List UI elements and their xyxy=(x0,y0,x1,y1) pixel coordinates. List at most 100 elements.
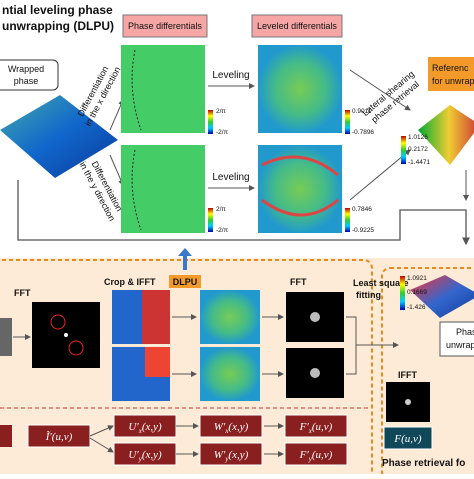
colorbar-label: 2/π xyxy=(216,206,226,213)
formula-part: W′ xyxy=(214,449,226,461)
formula-part: F xyxy=(393,433,401,445)
label: Least square xyxy=(353,278,409,288)
marker xyxy=(50,314,66,330)
texture xyxy=(261,155,339,217)
arrow xyxy=(109,99,124,131)
image xyxy=(0,318,12,356)
dot xyxy=(405,399,411,405)
phase-diff-x xyxy=(121,45,205,133)
ifft-image xyxy=(145,347,170,377)
header-box xyxy=(251,14,343,38)
header-box xyxy=(122,14,208,38)
colorbar-label: -1.426 xyxy=(407,304,426,311)
dlpu-image xyxy=(200,347,260,401)
arrow xyxy=(349,149,411,201)
dot xyxy=(64,333,68,337)
formula-part: (x,y) xyxy=(142,449,162,461)
label: for unwrap xyxy=(432,76,474,86)
label-box xyxy=(439,321,474,357)
formula-part: x xyxy=(224,427,229,435)
colorbar-label: -0.9225 xyxy=(352,227,374,234)
formula-part: (u,v) xyxy=(312,449,333,461)
dashed-border xyxy=(381,267,474,479)
label: Crop & IFFT xyxy=(104,277,156,287)
formula-box xyxy=(383,426,433,450)
formula: F′x(u,v) xyxy=(299,421,333,435)
title: ntial leveling phase xyxy=(2,3,113,17)
formula-part: y xyxy=(224,455,229,463)
arrow xyxy=(349,69,411,111)
formula: W′x(x,y) xyxy=(214,421,249,435)
header: Leveled differentials xyxy=(257,21,337,31)
colorbar-label: -2/π xyxy=(216,227,229,234)
formula-part: (x,y) xyxy=(228,421,248,433)
formula-part: W′ xyxy=(214,421,226,433)
colorbar-label: 0.7846 xyxy=(352,206,372,213)
formula: U′x(x,y) xyxy=(128,421,162,435)
dot xyxy=(310,312,320,322)
label: fitting xyxy=(356,290,381,300)
label: Leveling xyxy=(212,70,249,81)
leveled-x xyxy=(258,45,342,133)
formula-box xyxy=(0,425,12,447)
arrow xyxy=(89,437,114,453)
label: FFT xyxy=(290,277,307,287)
formula: W′y(x,y) xyxy=(214,449,249,463)
colorbar xyxy=(345,208,350,232)
header: Phase differentials xyxy=(128,21,202,31)
title: unwrapping (DLPU) xyxy=(2,19,114,33)
dlpu-image xyxy=(200,290,260,344)
dot xyxy=(310,368,320,378)
colorbar xyxy=(400,276,405,310)
label: DLPU xyxy=(173,277,198,287)
colorbar xyxy=(208,110,213,134)
reference-box xyxy=(428,57,474,91)
colorbar-label: 2/π xyxy=(216,108,226,115)
colorbar-label: -0.7896 xyxy=(352,129,374,136)
reference-image xyxy=(418,105,474,165)
colorbar-label: -1.4471 xyxy=(408,159,430,166)
texture xyxy=(131,49,142,131)
label: IFFT xyxy=(398,370,417,380)
arrow xyxy=(17,180,470,246)
formula-part: (u,v) xyxy=(312,421,333,433)
formula-part: F′ xyxy=(299,421,310,433)
ifft-image xyxy=(112,290,142,344)
formula: F′y(u,v) xyxy=(299,449,333,463)
colorbar-label: 0.2172 xyxy=(408,146,428,153)
label: Phase retrieval fo xyxy=(382,458,465,469)
colorbar-label: 1.0126 xyxy=(408,134,428,141)
colorbar xyxy=(208,208,213,232)
formula-part: U′ xyxy=(128,449,139,461)
formula-row: Ĩ′(u,v)U′x(x,y)U′y(x,y)W′x(x,y)W′y(x,y)F… xyxy=(0,414,433,466)
arrow xyxy=(109,154,124,186)
formula-box xyxy=(199,414,263,438)
colorbar xyxy=(401,136,406,164)
colorbar-label: 0.9011 xyxy=(352,108,372,115)
formula: U′y(x,y) xyxy=(128,449,162,463)
dashed-border xyxy=(0,259,373,479)
formula: F(u,v) xyxy=(393,433,422,445)
label: FFT xyxy=(14,288,31,298)
formula-part: (u,v) xyxy=(52,431,73,443)
label: unwrap xyxy=(446,340,474,350)
marker xyxy=(68,340,84,356)
formula-part: x xyxy=(138,427,143,435)
colorbar-label: -2/π xyxy=(216,129,229,136)
formula: Ĩ′(u,v) xyxy=(45,431,73,443)
formula-part: (x,y) xyxy=(142,421,162,433)
label: Leveling xyxy=(212,172,249,183)
formula-part: (x,y) xyxy=(228,449,248,461)
label-box xyxy=(0,59,59,91)
formula-part: (u,v) xyxy=(401,433,422,445)
texture xyxy=(131,149,142,231)
colorbar-label: 0.1669 xyxy=(407,289,427,296)
formula-part: y xyxy=(308,455,313,463)
colorbar xyxy=(345,110,350,134)
label: Wrapped xyxy=(8,64,44,74)
formula-part: y xyxy=(138,455,143,463)
formula-part: U′ xyxy=(128,421,139,433)
wrapped-phase-image xyxy=(0,95,118,178)
formula-box xyxy=(199,442,263,466)
